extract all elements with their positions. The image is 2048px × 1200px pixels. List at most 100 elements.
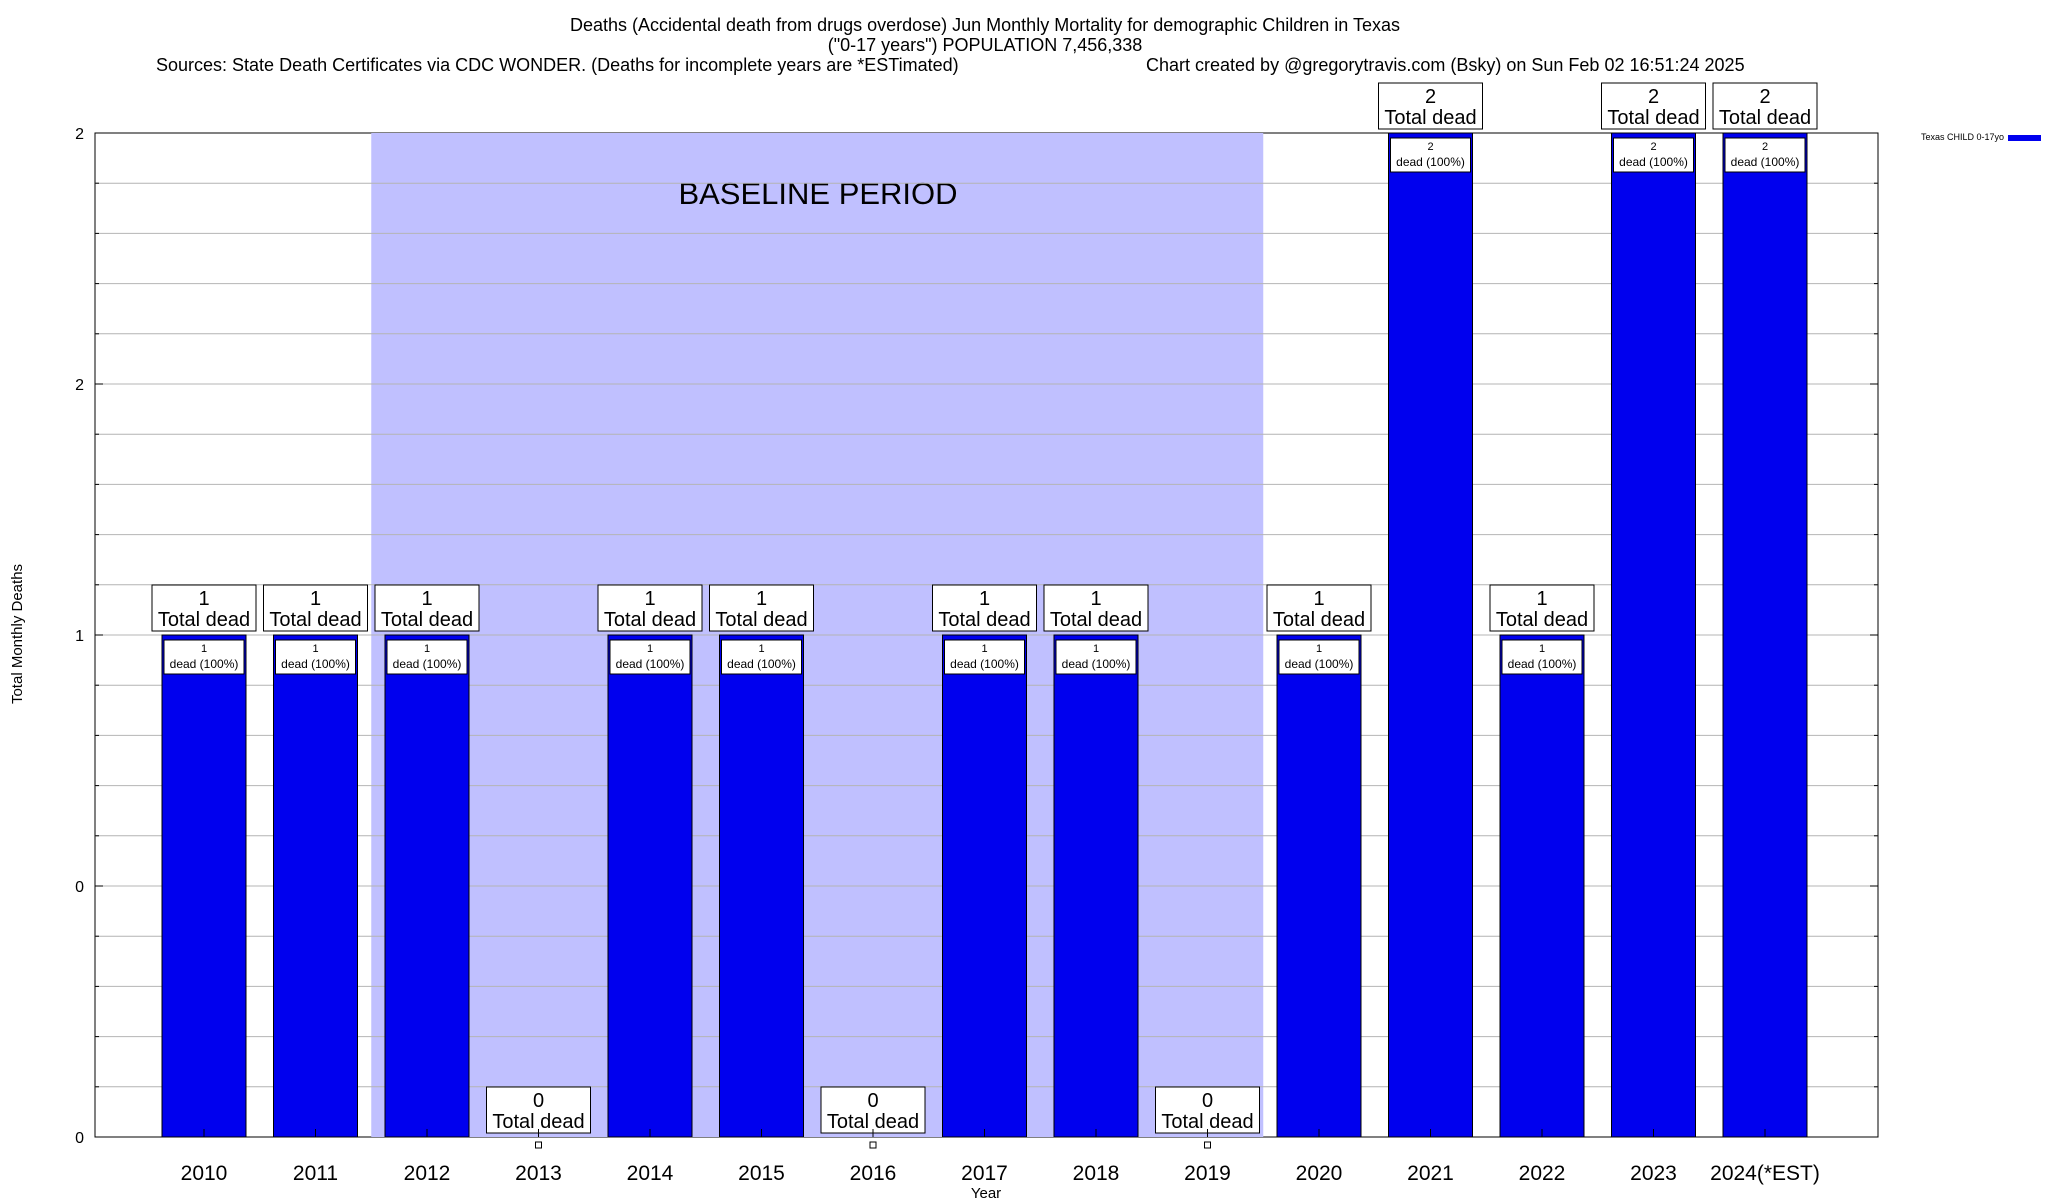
bar-inner-value-label: 1 <box>981 643 987 655</box>
bar-inner-pct-label: dead (100%) <box>1731 155 1800 169</box>
total-value-label: 1 <box>1313 588 1324 610</box>
chart-header: Deaths (Accidental death from drugs over… <box>156 15 1745 75</box>
total-suffix-label: Total dead <box>1384 107 1476 129</box>
bar-inner-label-box <box>1501 639 1583 675</box>
y-tick-label: 2 <box>75 377 84 394</box>
total-suffix-label: Total dead <box>158 609 250 631</box>
bar <box>607 634 693 1138</box>
bar-inner-label-box <box>1055 639 1137 675</box>
bar-inner-label-box <box>275 639 356 675</box>
bar-inner-value-label: 1 <box>424 643 430 655</box>
total-value-label: 1 <box>644 588 655 610</box>
zero-bar-marker <box>869 1141 877 1149</box>
y-tick-label: 2 <box>75 126 84 143</box>
zero-bar-marker <box>535 1141 542 1149</box>
total-suffix-label: Total dead <box>381 609 473 631</box>
bar <box>161 634 247 1138</box>
total-suffix-label: Total dead <box>269 609 361 631</box>
bar-inner-label-box <box>721 639 802 675</box>
total-label-box <box>1155 1086 1260 1134</box>
total-label-box <box>597 584 703 632</box>
chart-subtitle: ("0-17 years") POPULATION 7,456,338 <box>828 35 1143 55</box>
total-suffix-label: Total dead <box>1050 609 1142 631</box>
total-label-box <box>820 1086 926 1134</box>
x-tick-label: 2014 <box>627 1162 674 1185</box>
total-value-label: 2 <box>1648 86 1659 108</box>
bar-inner-pct-label: dead (100%) <box>1062 657 1131 671</box>
total-suffix-label: Total dead <box>827 1111 919 1133</box>
bar-inner-value-label: 1 <box>1539 643 1545 655</box>
x-tick-label: 2017 <box>961 1162 1008 1185</box>
chart-credit: Chart created by @gregorytravis.com (Bsk… <box>1146 55 1745 75</box>
total-value-label: 0 <box>867 1090 878 1112</box>
total-suffix-label: Total dead <box>492 1111 584 1133</box>
y-axis-label: Total Monthly Deaths <box>9 564 26 704</box>
total-label-box <box>709 584 814 632</box>
x-tick-label: 2020 <box>1296 1162 1343 1185</box>
bar-inner-label-box <box>1278 639 1360 675</box>
bar-inner-value-label: 1 <box>758 643 764 655</box>
x-axis: 2010 2011 2012 2013 2014 2015 2016 2017 2018 2019… <box>181 1129 1820 1185</box>
total-value-label: 0 <box>533 1090 544 1112</box>
total-value-label: 2 <box>1425 86 1436 108</box>
total-label-box <box>486 1086 591 1134</box>
total-value-label: 2 <box>1759 86 1770 108</box>
bar <box>273 634 358 1138</box>
legend: Texas CHILD 0-17yo <box>1921 132 2041 142</box>
x-axis-label: Year <box>971 1185 1001 1200</box>
total-label-box <box>1043 584 1149 632</box>
bar-inner-pct-label: dead (100%) <box>170 657 239 671</box>
x-tick-label: 2010 <box>181 1162 228 1185</box>
bar-inner-pct-label: dead (100%) <box>1396 155 1465 169</box>
total-suffix-label: Total dead <box>938 609 1030 631</box>
bar <box>719 634 804 1138</box>
chart-sources: Sources: State Death Certificates via CD… <box>156 55 959 75</box>
bar <box>1611 132 1696 1138</box>
total-suffix-label: Total dead <box>1273 609 1365 631</box>
x-tick-label: 2019 <box>1184 1162 1231 1185</box>
x-tick-label: 2022 <box>1519 1162 1566 1185</box>
bar-inner-pct-label: dead (100%) <box>727 657 796 671</box>
bar <box>942 634 1027 1138</box>
bar-inner-pct-label: dead (100%) <box>1619 155 1688 169</box>
bar <box>1388 132 1473 1138</box>
x-tick-label: 2015 <box>738 1162 785 1185</box>
total-value-label: 1 <box>421 588 432 610</box>
y-axis: 0 0 1 2 2 <box>75 126 1878 1147</box>
bar-inner-label-box <box>386 639 468 675</box>
x-tick-label: 2011 <box>293 1162 338 1185</box>
total-label-box <box>374 584 480 632</box>
total-value-label: 1 <box>979 588 990 610</box>
x-tick-label: 2024(*EST) <box>1710 1162 1820 1185</box>
total-suffix-label: Total dead <box>1607 107 1699 129</box>
baseline-label: BASELINE PERIOD <box>678 176 957 211</box>
bar-inner-value-label: 1 <box>1093 643 1099 655</box>
bar <box>1053 634 1139 1138</box>
bar-inner-pct-label: dead (100%) <box>1285 657 1354 671</box>
chart-title: Deaths (Accidental death from drugs over… <box>570 15 1400 35</box>
bar-inner-value-label: 1 <box>312 643 318 655</box>
bar-inner-value-label: 2 <box>1762 141 1768 153</box>
y-tick-label: 0 <box>75 879 84 896</box>
legend-swatch <box>2008 135 2041 141</box>
bar-inner-label-box <box>163 639 245 675</box>
legend-label: Texas CHILD 0-17yo <box>1921 132 2004 142</box>
bar-inner-value-label: 1 <box>1316 643 1322 655</box>
y-tick-label: 0 <box>75 1130 84 1147</box>
x-tick-label: 2013 <box>515 1162 562 1185</box>
total-suffix-label: Total dead <box>715 609 807 631</box>
bar <box>1499 634 1585 1138</box>
x-tick-label: 2018 <box>1073 1162 1120 1185</box>
bar-inner-value-label: 1 <box>201 643 207 655</box>
total-suffix-label: Total dead <box>604 609 696 631</box>
total-suffix-label: Total dead <box>1496 609 1588 631</box>
total-value-label: 1 <box>198 588 209 610</box>
total-value-label: 1 <box>756 588 767 610</box>
bar-inner-label-box <box>1390 137 1471 173</box>
x-tick-label: 2016 <box>850 1162 897 1185</box>
x-tick-label: 2012 <box>404 1162 451 1185</box>
total-label-box <box>932 584 1037 632</box>
total-label-box <box>151 584 257 632</box>
